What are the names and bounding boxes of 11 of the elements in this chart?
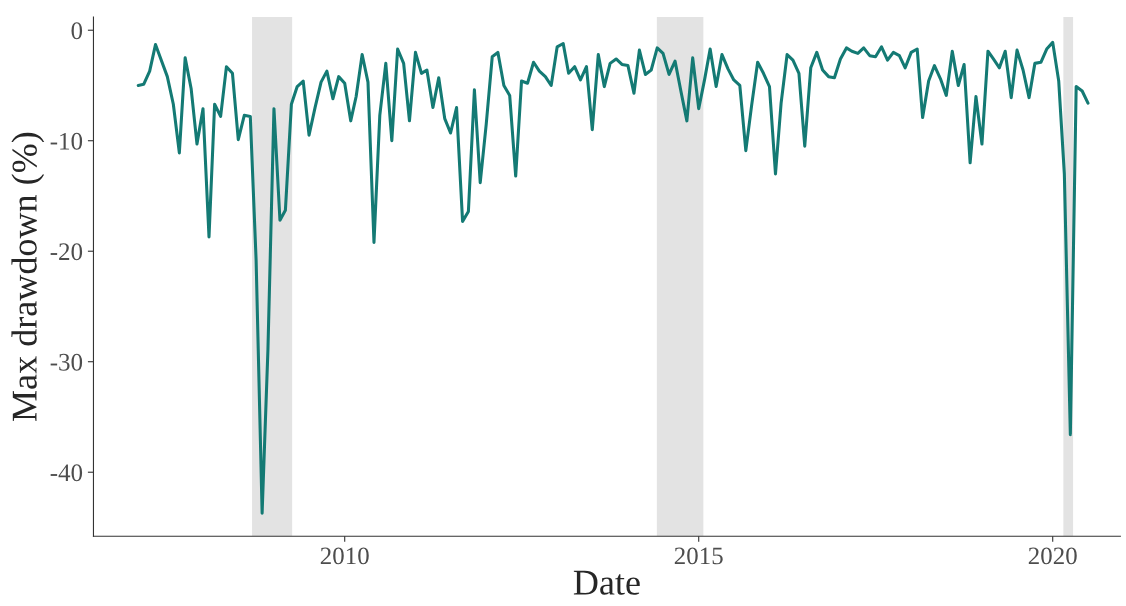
y-tick-label: -40 — [50, 464, 83, 482]
x-tick-label: 2010 — [320, 547, 369, 565]
x-axis-title: Date — [573, 570, 640, 595]
y-tick-label: 0 — [71, 22, 83, 40]
y-tick-label: -20 — [50, 243, 83, 261]
x-tick-label: 2020 — [1028, 547, 1077, 565]
y-axis-title: Max drawdown (%) — [11, 132, 45, 422]
y-tick-label: -10 — [50, 132, 83, 150]
y-tick-label: -30 — [50, 353, 83, 371]
x-tick-label: 2015 — [674, 547, 723, 565]
line-series — [136, 40, 1090, 515]
